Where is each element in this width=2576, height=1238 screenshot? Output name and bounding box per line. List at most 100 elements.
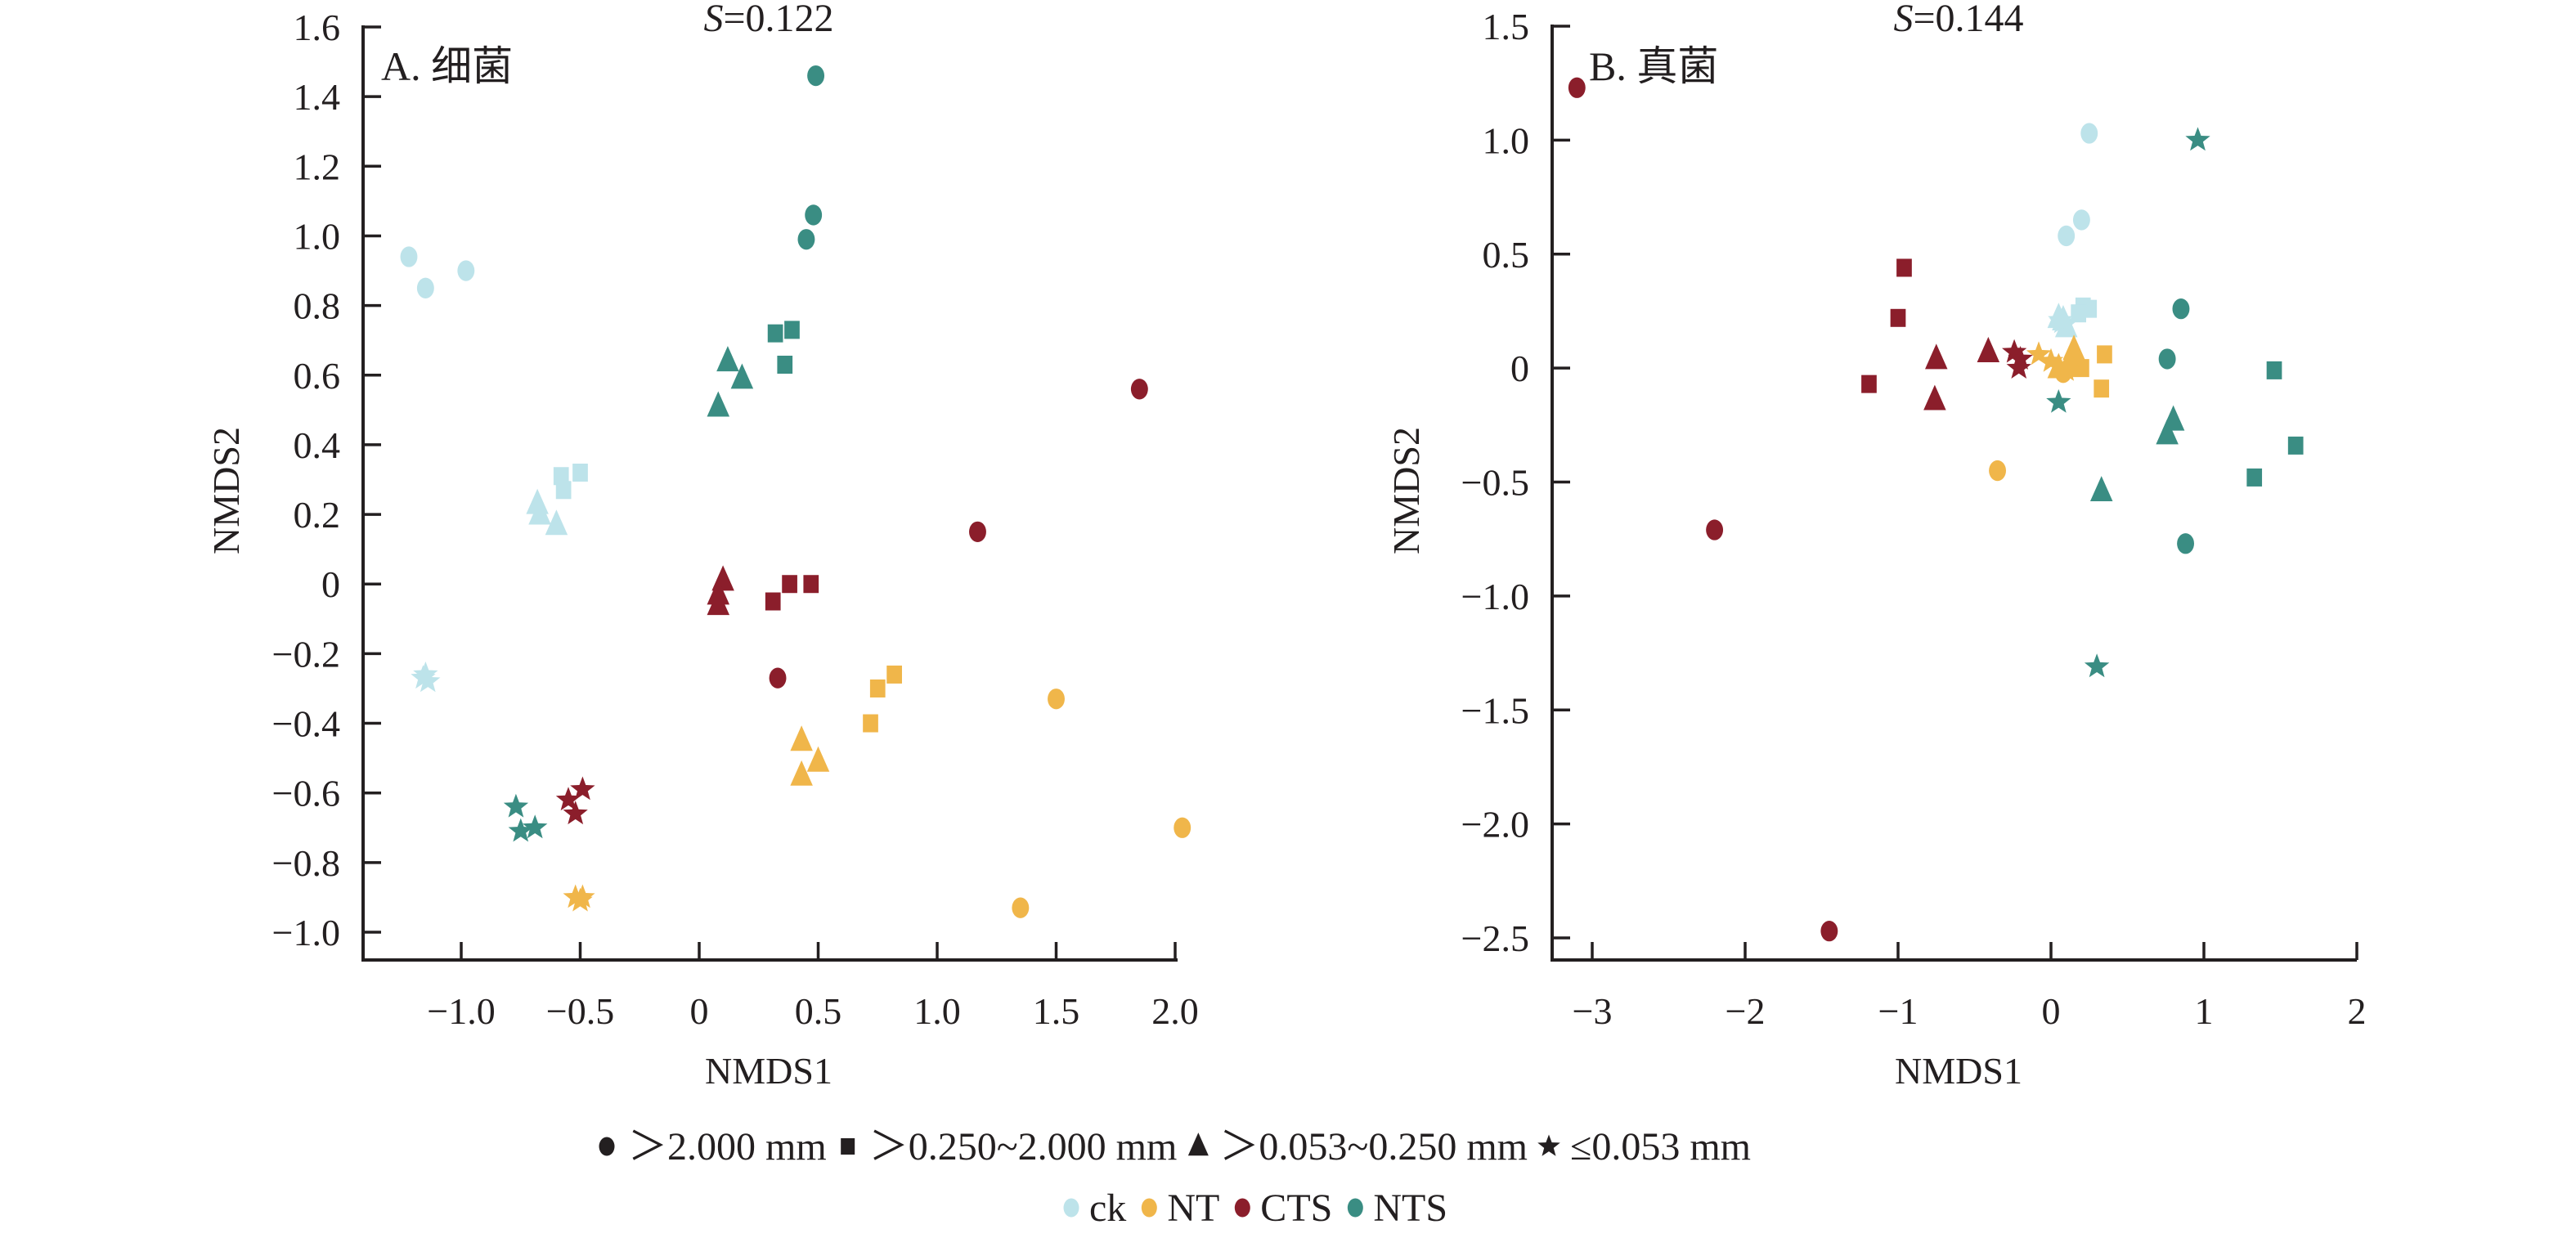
point-cts-square [1896,258,1912,277]
point-cts-star [563,801,588,825]
panel-b-ytick-label: −2.0 [1461,804,1529,846]
panel-b-ytick-label: −0.5 [1461,462,1529,504]
point-nt-square [2097,345,2112,364]
point-nts-square [2287,436,2304,455]
point-ck-square [2071,304,2087,323]
point-cts-square [1861,375,1877,393]
point-nt-star [2038,348,2064,372]
point-nts-triangle [707,391,730,417]
point-nts-circle [2177,533,2195,554]
point-ck-triangle [545,509,568,536]
legend-size-label: ＞2.000 mm [628,1125,827,1168]
legend-square-icon [841,1138,855,1155]
point-nts-star [2185,127,2210,151]
legend-size-label: ≤0.053 mm [1570,1125,1751,1168]
legend-group-label: ck [1089,1186,1126,1230]
panel-a-bacteria: 1.6 1.4 1.2 1.0 0.8 0.6 0.4 0.2 0 −0.2 −0.4 −0.6 −0.… [205,0,1199,1092]
panel-a-ylabel: NMDS2 [205,427,247,554]
panel-b-ytick-label: −2.5 [1461,917,1529,959]
point-nts-triangle [2156,419,2179,445]
panel-a-ytick-label: 1.6 [294,7,341,48]
panel-b-ytick-label: 0.5 [1483,234,1530,276]
point-nt-square [886,665,902,684]
legend-group-label: CTS [1260,1186,1332,1230]
panel-a-stress-symbol: S [703,0,723,40]
panel-a-ytick-label: 1.4 [294,76,341,118]
panel-b-xtick-label: 2 [2348,990,2367,1032]
legend-size-label: ＞0.053~0.250 mm [1219,1125,1528,1168]
point-ck-square [555,481,572,500]
point-ck-triangle [528,499,551,525]
panel-b-ytick-label: −1.5 [1461,689,1529,731]
point-nts-square [2246,468,2263,487]
panel-a-ytick-label: −0.4 [272,703,340,745]
legend-cts-color-icon [1234,1198,1250,1218]
legend-circle-icon [599,1137,615,1156]
point-nts-square [777,355,793,374]
point-ck-circle [457,260,475,281]
panel-b-xlabel: NMDS1 [1895,1050,2022,1092]
point-nt-star [570,884,595,908]
panel-a-label: A. 细菌 [381,43,513,89]
point-cts-circle [969,521,986,543]
panel-a-xtick-label: −0.5 [546,990,614,1032]
panel-a-ytick-label: 0.8 [294,285,341,327]
point-nt-star [2026,341,2052,366]
panel-a-stress: S=0.122 [703,0,833,40]
point-nts-star [503,793,529,818]
panel-a-ytick-label: 0.4 [294,424,341,466]
panel-a-ytick-label: 0.6 [294,355,341,397]
point-cts-star [2006,355,2031,379]
point-cts-circle [769,667,787,689]
point-nts-triangle [716,346,739,372]
point-nt-square [869,679,886,697]
point-nt-triangle [790,725,813,751]
panel-a-xtick-label: 1.0 [913,990,961,1032]
panel-a-xtick-label: −1.0 [427,990,495,1032]
panel-b-stress: S=0.144 [1893,0,2023,40]
panel-a-ytick-label: −0.8 [272,842,340,884]
point-cts-square [782,575,797,594]
panel-a-xtick-label: 0.5 [795,990,842,1032]
point-nts-square [2266,361,2282,379]
panel-b-xtick-label: −2 [1726,990,1766,1032]
point-cts-triangle [1977,337,2000,362]
panel-b-xtick-label: −1 [1878,990,1919,1032]
panel-a-xtick-label: 2.0 [1151,990,1199,1032]
point-cts-triangle [1925,343,1948,370]
point-nts-star [2046,389,2071,413]
point-nts-square [784,321,800,339]
legend-star-icon [1537,1134,1560,1156]
panel-a-points [400,65,1192,918]
panel-a-ytick-label: 0.2 [294,494,341,536]
legend-size-label: ＞0.250~2.000 mm [869,1125,1178,1168]
panel-b-xtick-label: −3 [1573,990,1613,1032]
point-ck-circle [2080,123,2098,144]
point-nt-triangle [790,760,813,786]
point-ck-star [2048,307,2073,331]
point-ck-circle [2058,225,2076,247]
point-nts-star [508,818,533,842]
point-ck-circle [400,246,418,267]
legend-group-label: NT [1167,1186,1219,1230]
point-nts-triangle [730,363,754,389]
point-cts-triangle [707,590,730,616]
panel-b-xtick-label: 1 [2195,990,2214,1032]
panel-b-stress-value: =0.144 [1913,0,2023,40]
point-cts-star [570,776,595,801]
point-nt-star [2053,357,2079,381]
panel-a-ytick-label: −0.6 [272,773,340,814]
panel-a-ytick-label: 1.2 [294,146,341,187]
panel-b-ylabel: NMDS2 [1385,427,1427,554]
panel-b-stress-symbol: S [1893,0,1913,40]
point-ck-square [553,467,569,486]
panel-a-axes: 1.6 1.4 1.2 1.0 0.8 0.6 0.4 0.2 0 −0.2 −0.4 −0.6 −0.… [272,7,1199,1032]
panel-a-xtick-label: 1.5 [1033,990,1080,1032]
point-nts-circle [807,65,825,87]
point-ck-star [411,665,436,689]
point-nts-star [2084,653,2110,678]
point-nts-circle [797,229,815,250]
point-nt-square [863,714,878,733]
panel-b-axes: 1.5 1.0 0.5 0 −0.5 −1.0 −1.5 −2.0 −2.5 −3 −2 −1 0 1 2 [1461,6,2367,1032]
